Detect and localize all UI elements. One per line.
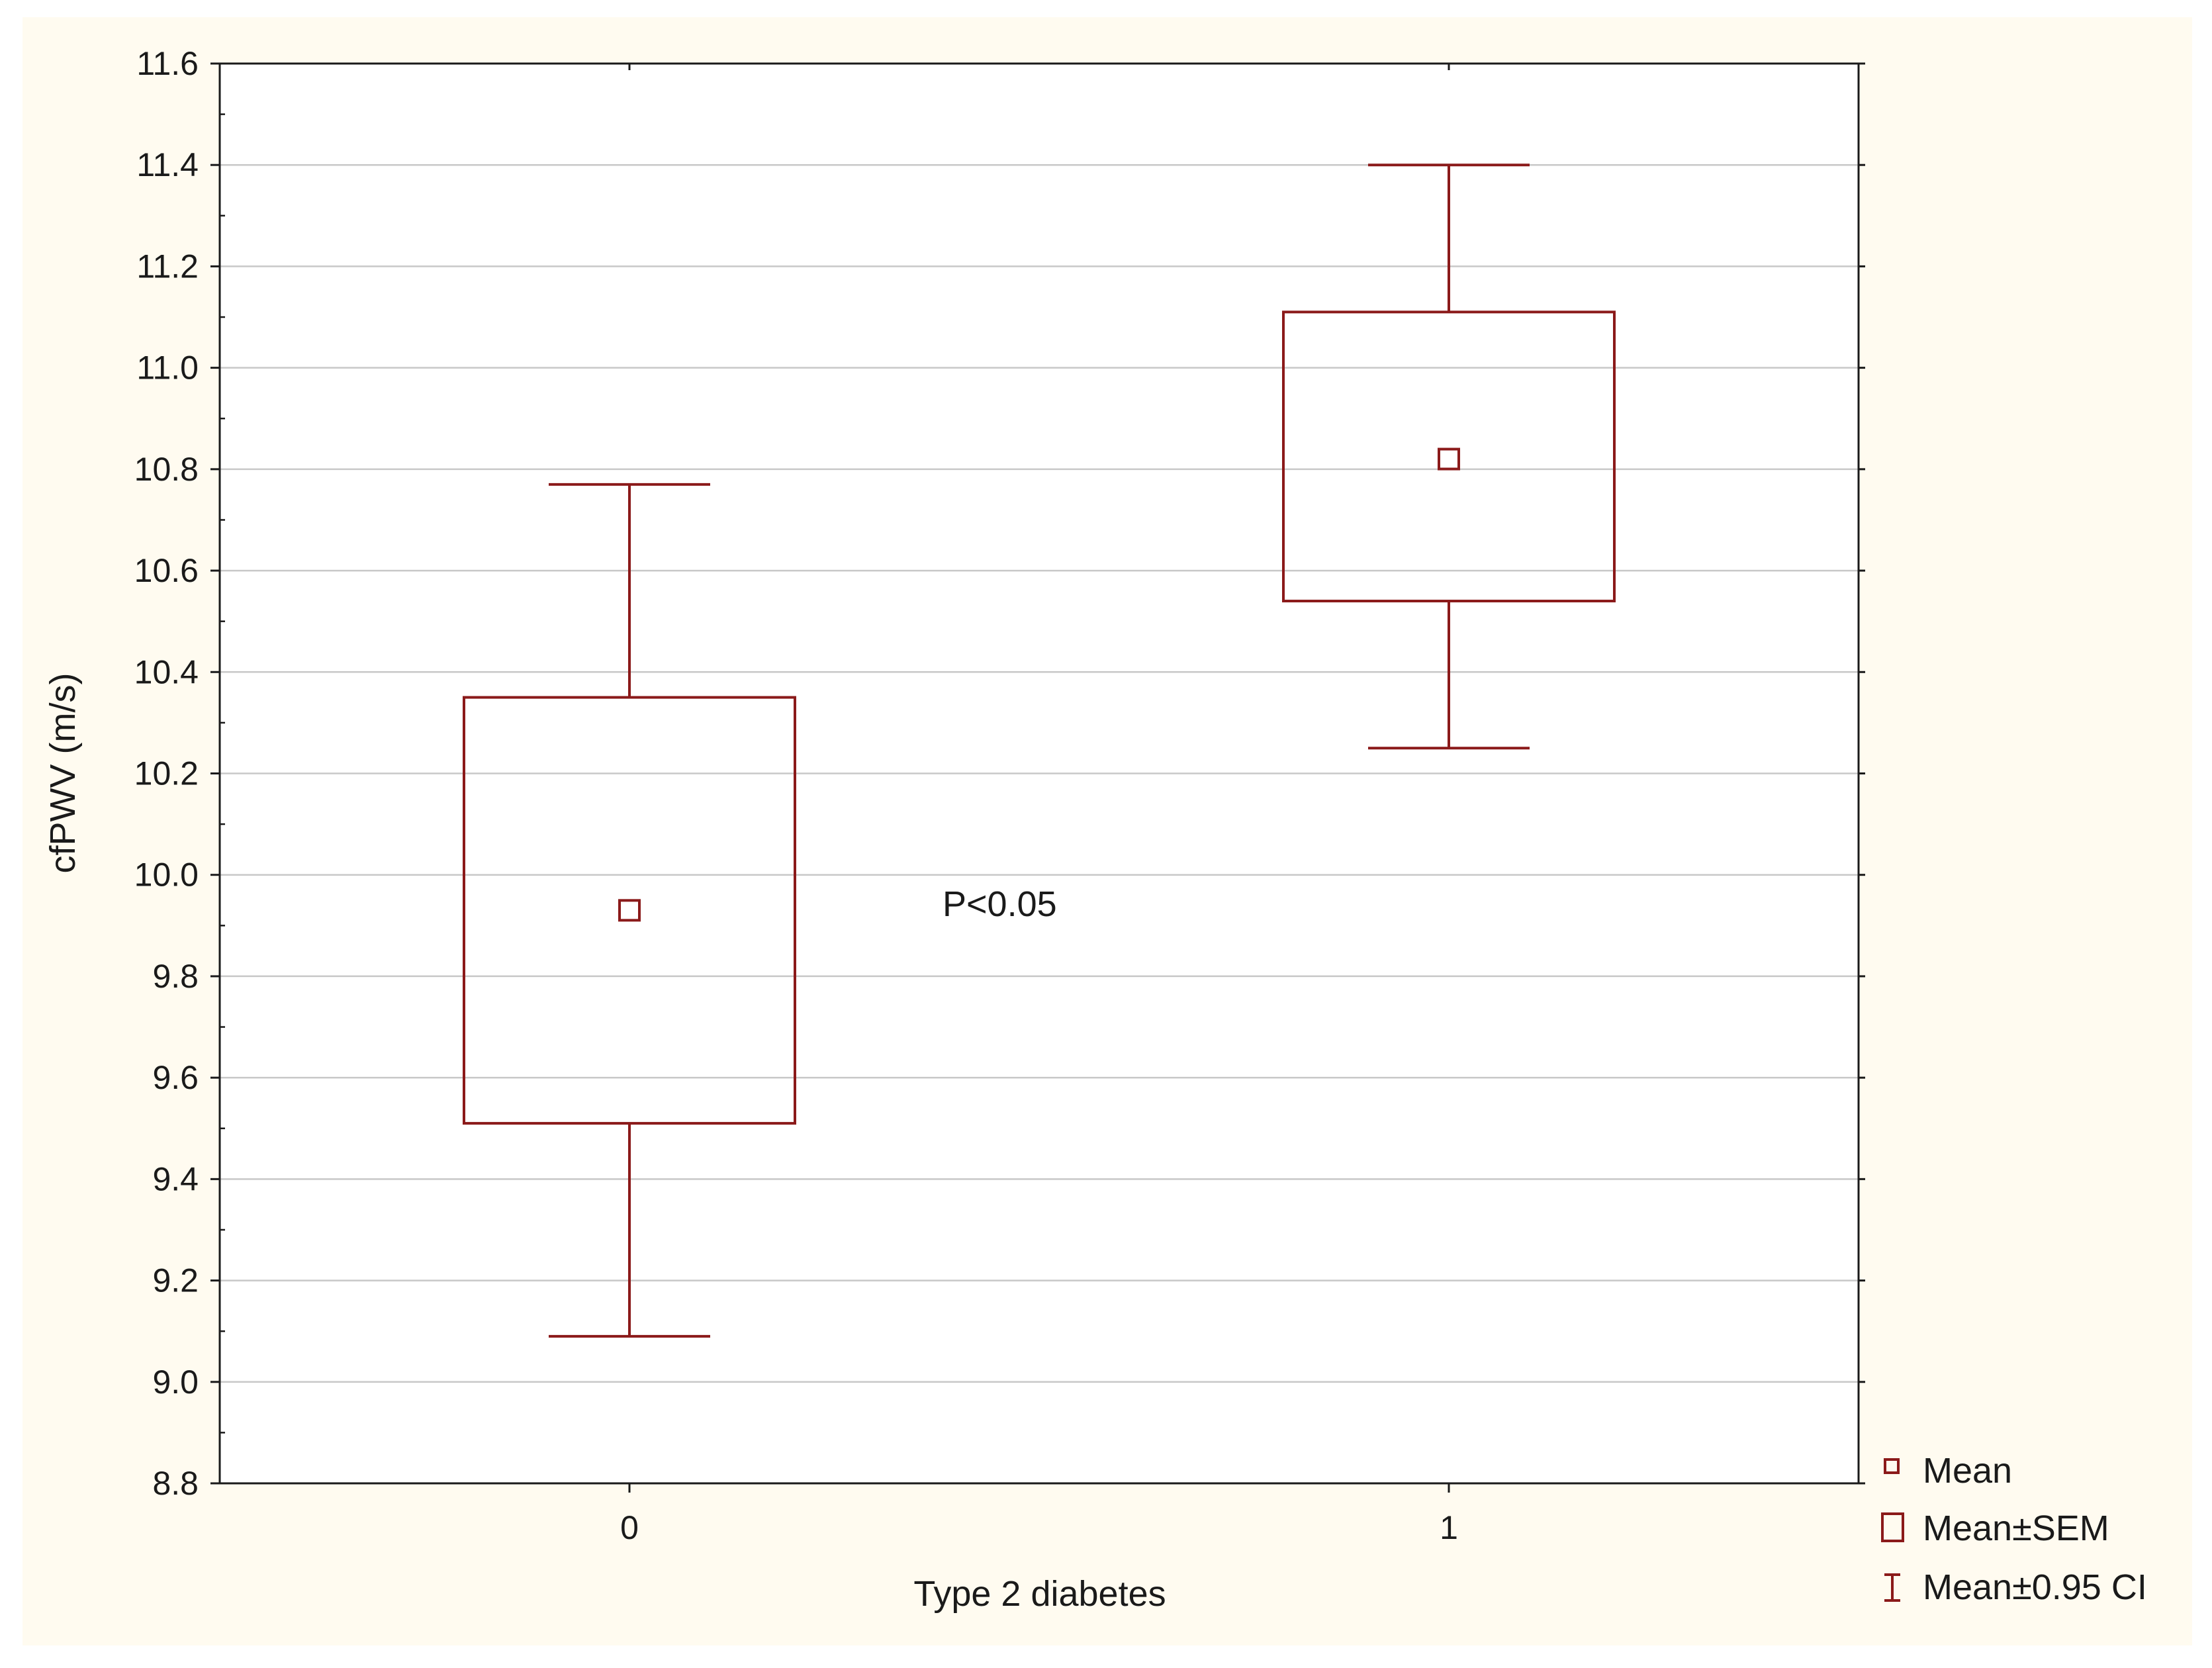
y-tick-label: 9.8 [152,958,199,995]
legend-label-sem: Mean±SEM [1923,1508,2109,1548]
y-tick-label: 8.8 [152,1465,199,1502]
y-axis-title: cfPWV (m/s) [43,673,83,874]
y-tick-label: 9.6 [152,1059,199,1096]
y-tick-label: 10.2 [134,755,199,792]
legend-mean-marker [1884,1458,1900,1474]
plot-frame [218,62,1860,1485]
series-marks [463,163,1616,1338]
legend-ci-marker [1884,1573,1900,1602]
y-tick-label: 11.4 [136,146,199,183]
y-tick-label: 9.0 [152,1364,199,1401]
y-axis-ticks: 11.6 11.4 11.2 11.0 10.8 10.6 10.4 10.2 10.0 9.8 9… [134,45,1865,1502]
x-tick-label: 0 [620,1509,639,1546]
legend-label-mean: Mean [1923,1451,2012,1491]
legend-sem-marker [1881,1512,1904,1542]
gridlines [220,163,1859,1383]
p-value-annotation: P<0.05 [943,884,1057,924]
x-axis-title: Type 2 diabetes [913,1574,1166,1614]
y-tick-label: 10.8 [134,451,199,488]
legend: Mean Mean±SEM Mean±0.95 CI [1881,1451,2147,1607]
y-tick-label: 9.4 [152,1160,199,1197]
legend-label-ci: Mean±0.95 CI [1923,1567,2147,1607]
y-tick-label: 11.0 [136,349,199,387]
y-tick-label: 10.0 [134,857,199,894]
sem-box [1282,310,1616,603]
y-tick-label: 10.6 [134,552,199,589]
y-tick-label: 11.2 [136,248,199,285]
y-tick-label: 9.2 [152,1262,199,1299]
x-tick-label: 1 [1440,1509,1458,1546]
mean-marker [1438,447,1460,471]
y-tick-label: 10.4 [134,653,199,690]
mean-marker [618,899,641,922]
sem-box [463,696,796,1125]
y-tick-label: 11.6 [136,45,199,82]
